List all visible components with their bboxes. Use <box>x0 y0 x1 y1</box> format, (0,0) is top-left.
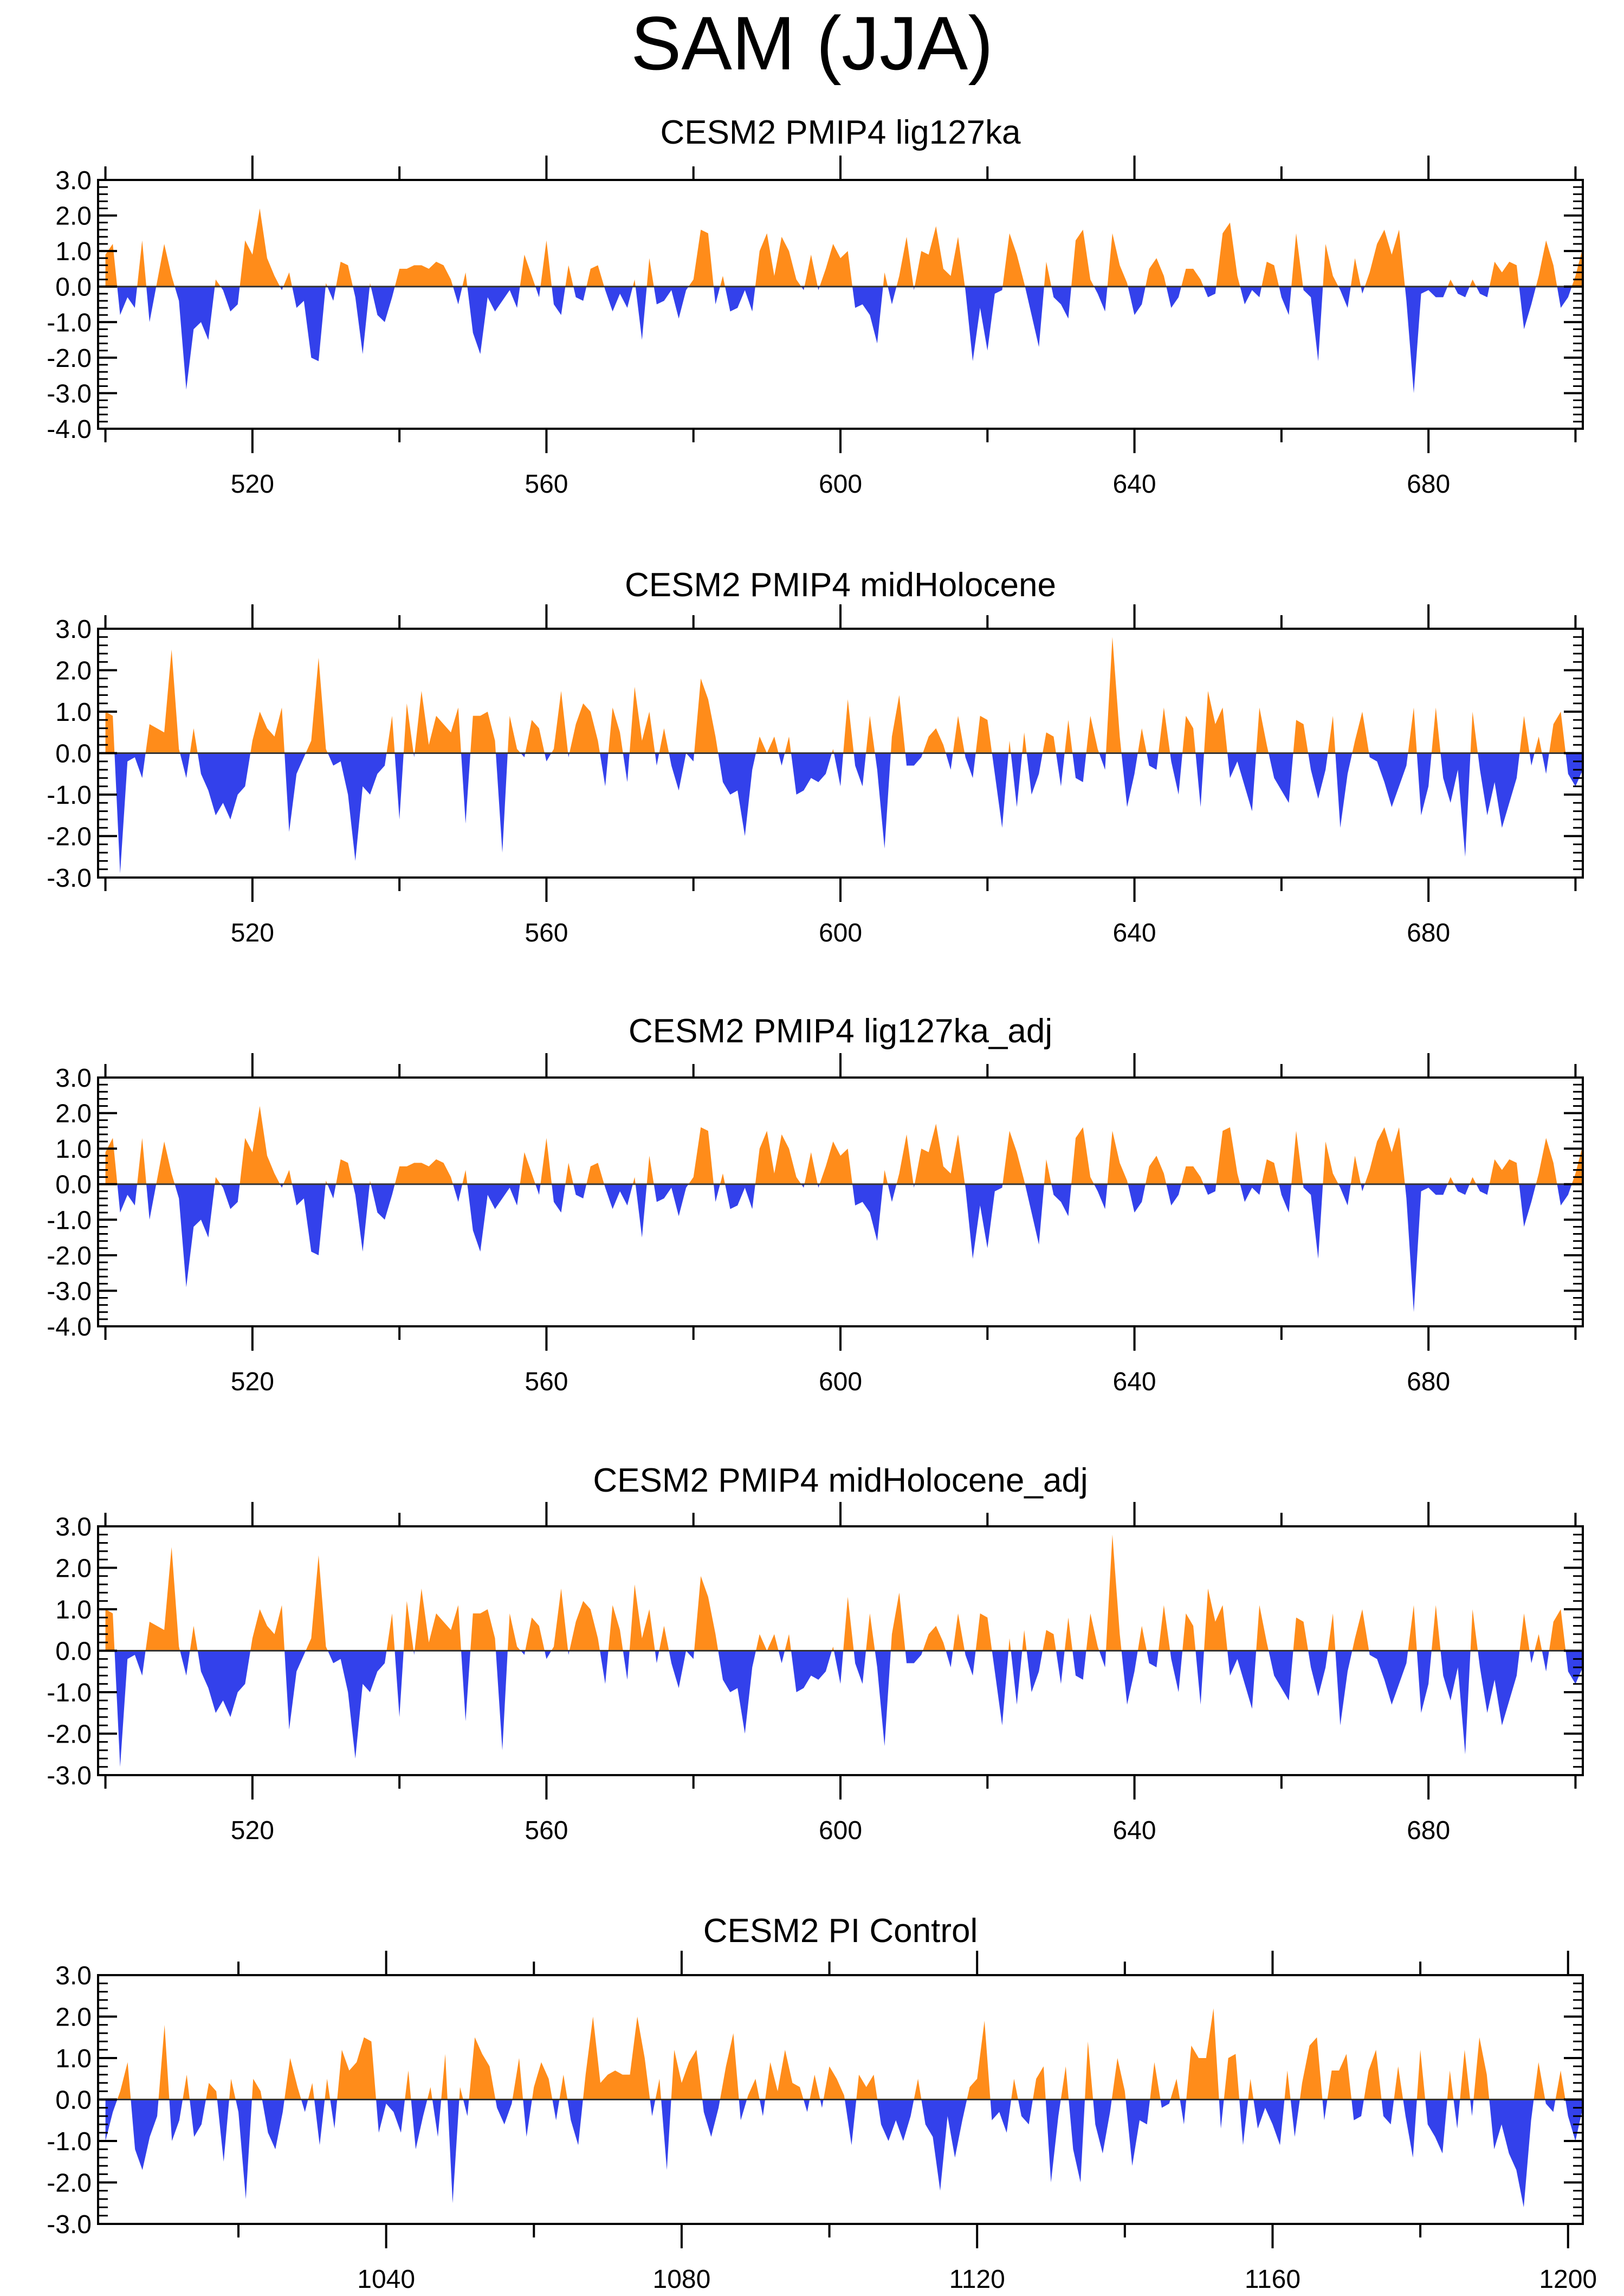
y-tick-label: -3.0 <box>47 1277 92 1306</box>
x-tick-label: 560 <box>525 1368 568 1396</box>
positive-area <box>117 2008 1565 2100</box>
x-tick-label: 520 <box>231 470 274 499</box>
x-tick-label: 560 <box>525 919 568 947</box>
x-tick-label: 640 <box>1113 919 1156 947</box>
x-tick-label: 520 <box>231 919 274 947</box>
y-tick-label: 3.0 <box>55 1064 92 1093</box>
x-tick-label: 680 <box>1407 1816 1450 1845</box>
y-tick-label: -3.0 <box>47 1762 92 1790</box>
x-tick-label: 600 <box>819 919 862 947</box>
y-tick-label: 2.0 <box>55 2003 92 2032</box>
y-tick-label: 0.0 <box>55 2086 92 2115</box>
y-tick-label: 1.0 <box>55 1596 92 1624</box>
y-tick-label: 3.0 <box>55 615 92 644</box>
y-tick-label: -2.0 <box>47 1720 92 1749</box>
positive-area <box>105 1534 1566 1651</box>
page-title: SAM (JJA) <box>631 1 993 86</box>
x-tick-label: 680 <box>1407 470 1450 499</box>
positive-area <box>105 208 1583 287</box>
y-tick-label: -1.0 <box>47 308 92 337</box>
y-tick-label: -2.0 <box>47 2169 92 2198</box>
y-tick-label: -3.0 <box>47 2210 92 2239</box>
chart-title: CESM2 PMIP4 lig127ka <box>660 114 1021 151</box>
chart-panel-3: CESM2 PMIP4 lig127ka_adj 3.0 2.0 1.0 0.0 -1.0… <box>47 1012 1584 1396</box>
x-tick-label: 560 <box>525 470 568 499</box>
y-tick-label: 3.0 <box>55 1962 92 1990</box>
x-tick-label: 640 <box>1113 1368 1156 1396</box>
x-tick-label: 680 <box>1407 1368 1450 1396</box>
y-tick-label: -2.0 <box>47 823 92 852</box>
y-tick-label: 0.0 <box>55 740 92 769</box>
negative-area <box>114 1650 1583 1767</box>
y-tick-label: 0.0 <box>55 1637 92 1666</box>
x-tick-label: 680 <box>1407 919 1450 947</box>
chart-title: CESM2 PMIP4 midHolocene <box>625 566 1056 604</box>
chart-title: CESM2 PMIP4 lig127ka_adj <box>629 1012 1052 1050</box>
chart-title: CESM2 PI Control <box>703 1912 978 1950</box>
y-tick-label: 3.0 <box>55 1513 92 1542</box>
y-tick-label: -2.0 <box>47 1242 92 1270</box>
y-tick-label: 0.0 <box>55 1171 92 1199</box>
x-tick-label: 1120 <box>949 2265 1005 2294</box>
y-tick-label: 1.0 <box>55 698 92 727</box>
y-tick-label: 2.0 <box>55 1100 92 1128</box>
y-tick-label: 2.0 <box>55 202 92 231</box>
y-tick-label: -1.0 <box>47 1679 92 1707</box>
negative-area <box>117 286 1572 394</box>
y-tick-label: 3.0 <box>55 166 92 195</box>
x-tick-label: 600 <box>819 1368 862 1396</box>
chart-title: CESM2 PMIP4 midHolocene_adj <box>593 1462 1088 1499</box>
chart-panel-5: CESM2 PI Control 3.0 2.0 1.0 0.0 -1.0 -2.0 -3.0… <box>47 1912 1597 2294</box>
x-tick-label: 1160 <box>1245 2265 1301 2294</box>
y-tick-label: -3.0 <box>47 864 92 893</box>
y-tick-label: 2.0 <box>55 657 92 686</box>
negative-area <box>117 1184 1572 1312</box>
x-tick-label: 640 <box>1113 1816 1156 1845</box>
x-tick-label: 600 <box>819 1816 862 1845</box>
y-tick-label: -2.0 <box>47 344 92 373</box>
x-tick-label: 520 <box>231 1816 274 1845</box>
y-tick-label: 1.0 <box>55 2045 92 2073</box>
y-tick-label: -3.0 <box>47 379 92 408</box>
y-tick-label: -1.0 <box>47 781 92 810</box>
y-tick-label: 2.0 <box>55 1555 92 1583</box>
chart-panel-1: CESM2 PMIP4 lig127ka 3.0 2.0 1.0 0.0 -1.0 -2.0… <box>47 114 1584 499</box>
y-tick-label: -4.0 <box>47 1313 92 1342</box>
positive-area <box>105 1106 1583 1184</box>
y-tick-label: -4.0 <box>47 415 92 444</box>
x-tick-label: 600 <box>819 470 862 499</box>
y-tick-label: 0.0 <box>55 273 92 302</box>
x-tick-label: 640 <box>1113 470 1156 499</box>
x-tick-label: 1200 <box>1539 2265 1597 2294</box>
x-tick-label: 560 <box>525 1816 568 1845</box>
x-tick-label: 1080 <box>653 2265 711 2294</box>
chart-panel-4: CESM2 PMIP4 midHolocene_adj 3.0 2.0 1.0 0.0 -… <box>47 1462 1584 1845</box>
y-tick-label: -1.0 <box>47 2127 92 2156</box>
x-tick-label: 1040 <box>357 2265 415 2294</box>
x-tick-label: 520 <box>231 1368 274 1396</box>
chart-panel-2: CESM2 PMIP4 midHolocene 3.0 2.0 1.0 0.0 -1.0 -… <box>47 566 1584 947</box>
negative-area <box>114 753 1583 874</box>
negative-area <box>105 2099 1583 2208</box>
y-tick-label: 1.0 <box>55 1135 92 1164</box>
y-tick-label: -1.0 <box>47 1206 92 1235</box>
y-tick-label: 1.0 <box>55 237 92 266</box>
positive-area <box>105 637 1566 753</box>
